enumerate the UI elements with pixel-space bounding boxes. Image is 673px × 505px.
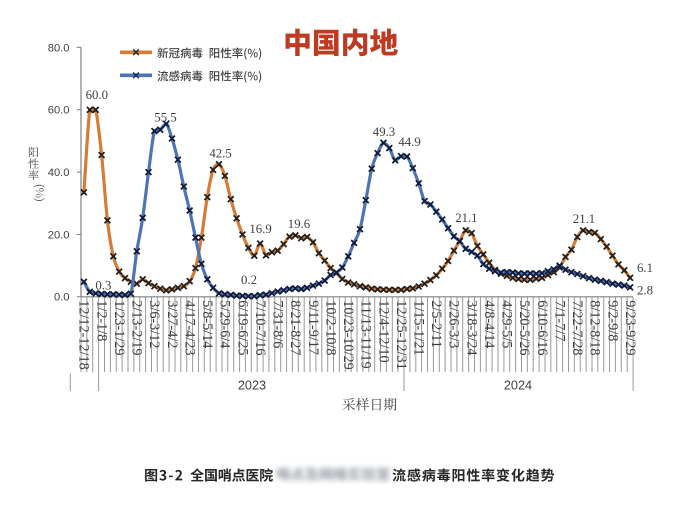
svg-text:4/17-4/23: 4/17-4/23 bbox=[182, 300, 198, 355]
svg-text:12/4-12/10: 12/4-12/10 bbox=[375, 300, 391, 362]
svg-text:0.2: 0.2 bbox=[241, 273, 257, 287]
svg-text:0.3: 0.3 bbox=[95, 279, 111, 293]
svg-text:55.5: 55.5 bbox=[154, 111, 176, 125]
svg-text:21.1: 21.1 bbox=[573, 212, 595, 226]
svg-text:21.1: 21.1 bbox=[455, 211, 477, 225]
svg-text:3/18-3/24: 3/18-3/24 bbox=[463, 300, 479, 355]
svg-text:20.0: 20.0 bbox=[48, 229, 70, 241]
svg-text:2/13-2/19: 2/13-2/19 bbox=[129, 300, 145, 355]
svg-text:44.9: 44.9 bbox=[398, 135, 420, 149]
svg-text:7/31-8/6: 7/31-8/6 bbox=[270, 300, 286, 348]
svg-text:3/6-3/12: 3/6-3/12 bbox=[146, 300, 162, 348]
svg-text:11/13-11/19: 11/13-11/19 bbox=[358, 300, 374, 368]
svg-text:2/26-3/3: 2/26-3/3 bbox=[446, 300, 462, 348]
svg-text:2023: 2023 bbox=[238, 379, 266, 393]
svg-text:9/2-9/8: 9/2-9/8 bbox=[604, 300, 620, 341]
svg-text:6.1: 6.1 bbox=[637, 261, 653, 275]
svg-text:7/10-7/16: 7/10-7/16 bbox=[252, 300, 268, 355]
svg-text:9/11-9/17: 9/11-9/17 bbox=[305, 300, 321, 355]
svg-text:5/8-5/14: 5/8-5/14 bbox=[199, 300, 215, 348]
svg-text:5/20-5/26: 5/20-5/26 bbox=[516, 300, 532, 355]
svg-text:10/23-10/29: 10/23-10/29 bbox=[340, 300, 356, 369]
svg-text:60.0: 60.0 bbox=[48, 105, 70, 117]
svg-text:6/19-6/25: 6/19-6/25 bbox=[234, 300, 250, 355]
svg-text:80.0: 80.0 bbox=[48, 42, 70, 54]
svg-text:1/15-1/21: 1/15-1/21 bbox=[411, 300, 427, 355]
svg-text:5/29-6/4: 5/29-6/4 bbox=[217, 300, 233, 348]
svg-text:49.3: 49.3 bbox=[373, 125, 395, 139]
svg-text:4/29-5/5: 4/29-5/5 bbox=[499, 300, 515, 348]
svg-text:9/23-9/29: 9/23-9/29 bbox=[622, 300, 638, 355]
svg-text:8/21-8/27: 8/21-8/27 bbox=[287, 300, 303, 355]
svg-text:6/10-6/16: 6/10-6/16 bbox=[534, 300, 550, 355]
svg-text:7/1-7/7: 7/1-7/7 bbox=[551, 300, 567, 341]
svg-text:3/27-4/2: 3/27-4/2 bbox=[164, 300, 180, 348]
svg-text:12/25-12/31: 12/25-12/31 bbox=[393, 300, 409, 369]
svg-text:19.6: 19.6 bbox=[288, 217, 311, 231]
svg-text:0.0: 0.0 bbox=[54, 292, 70, 304]
svg-text:4/8-4/14: 4/8-4/14 bbox=[481, 300, 497, 348]
svg-text:2/5-2/11: 2/5-2/11 bbox=[428, 300, 444, 348]
svg-text:16.9: 16.9 bbox=[249, 222, 271, 236]
svg-text:12/12-12/18: 12/12-12/18 bbox=[76, 300, 92, 369]
svg-text:7/22-7/28: 7/22-7/28 bbox=[569, 300, 585, 355]
svg-text:8/12-8/18: 8/12-8/18 bbox=[587, 300, 603, 355]
svg-text:1/23-1/29: 1/23-1/29 bbox=[111, 300, 127, 355]
svg-text:2024: 2024 bbox=[504, 379, 532, 393]
svg-text:42.5: 42.5 bbox=[209, 147, 231, 161]
svg-text:40.0: 40.0 bbox=[48, 167, 70, 179]
svg-text:60.0: 60.0 bbox=[86, 88, 108, 102]
svg-text:2.8: 2.8 bbox=[637, 283, 653, 297]
svg-text:10/2-10/8: 10/2-10/8 bbox=[322, 300, 338, 355]
svg-text:1/2-1/8: 1/2-1/8 bbox=[93, 300, 109, 341]
